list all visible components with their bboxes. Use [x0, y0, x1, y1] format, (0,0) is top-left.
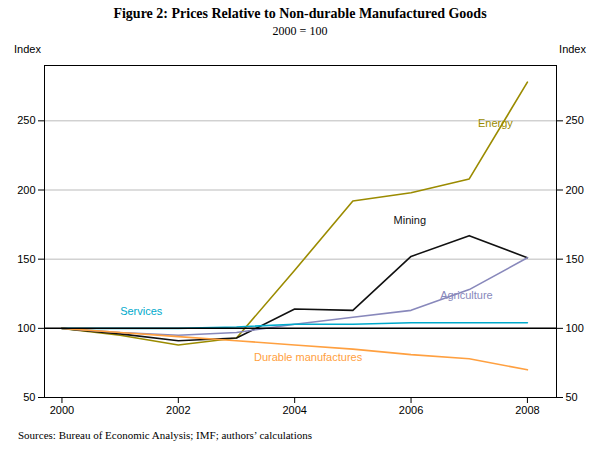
html-text:2000 = 100: 2000 = 100 [272, 24, 328, 38]
svg-text:Energy: Energy [478, 117, 513, 129]
svg-text:50: 50 [566, 391, 578, 403]
svg-text:Services: Services [120, 305, 163, 317]
svg-text:250: 250 [566, 114, 584, 126]
html-text:Figure 2: Prices Relative to N: Figure 2: Prices Relative to Non-durable… [113, 6, 487, 21]
svg-text:2002: 2002 [166, 404, 190, 416]
svg-text:2006: 2006 [399, 404, 423, 416]
svg-text:250: 250 [17, 114, 35, 126]
html-text:Sources: Bureau of Economic An: Sources: Bureau of Economic Analysis; IM… [18, 429, 312, 441]
svg-text:Mining: Mining [394, 214, 426, 226]
svg-text:2004: 2004 [282, 404, 306, 416]
svg-text:2000: 2000 [50, 404, 74, 416]
html-text:Index: Index [559, 43, 586, 55]
html-text:Index: Index [14, 43, 41, 55]
svg-text:2008: 2008 [515, 404, 539, 416]
svg-text:200: 200 [566, 184, 584, 196]
svg-text:Agriculture: Agriculture [440, 289, 493, 301]
svg-text:50: 50 [23, 391, 35, 403]
svg-text:100: 100 [566, 322, 584, 334]
svg-text:150: 150 [566, 253, 584, 265]
svg-text:150: 150 [17, 253, 35, 265]
svg-text:100: 100 [17, 322, 35, 334]
svg-text:Durable manufactures: Durable manufactures [254, 351, 363, 363]
svg-text:200: 200 [17, 184, 35, 196]
